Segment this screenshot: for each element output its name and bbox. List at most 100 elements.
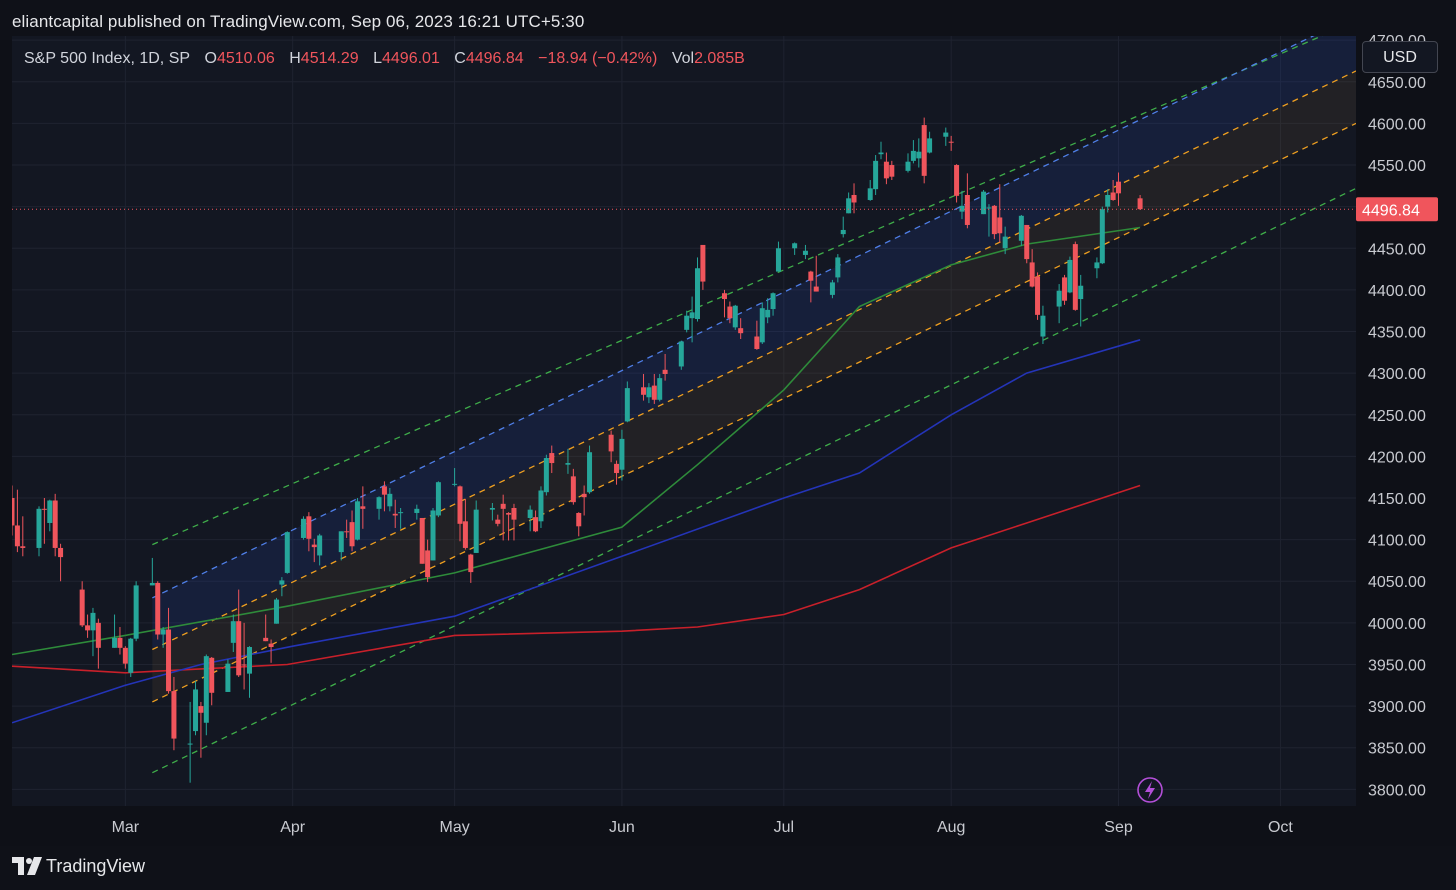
candle[interactable] <box>122 646 128 669</box>
candle[interactable] <box>1072 241 1078 311</box>
candle[interactable] <box>581 485 587 516</box>
candle[interactable] <box>273 597 279 624</box>
candle[interactable] <box>759 302 765 344</box>
candle[interactable] <box>473 500 479 553</box>
candle[interactable] <box>500 494 506 541</box>
candle[interactable] <box>317 533 323 566</box>
candle[interactable] <box>90 607 96 657</box>
candle[interactable] <box>813 255 819 292</box>
candle[interactable] <box>311 538 317 563</box>
candle[interactable] <box>851 183 857 214</box>
candle[interactable] <box>533 510 539 533</box>
candle[interactable] <box>79 581 85 628</box>
candle[interactable] <box>236 589 242 677</box>
candle[interactable] <box>614 460 620 485</box>
candle[interactable] <box>462 498 468 550</box>
candle[interactable] <box>452 468 458 487</box>
candle[interactable] <box>376 496 382 520</box>
candle[interactable] <box>160 627 166 648</box>
candle[interactable] <box>171 676 177 751</box>
candle[interactable] <box>1110 180 1116 201</box>
candle[interactable] <box>964 173 970 229</box>
candle[interactable] <box>840 216 846 238</box>
candle[interactable] <box>506 512 512 541</box>
candle[interactable] <box>954 164 960 203</box>
candle[interactable] <box>419 517 425 564</box>
candle[interactable] <box>414 504 420 520</box>
candle[interactable] <box>883 152 889 185</box>
candle[interactable] <box>1029 249 1035 288</box>
candle[interactable] <box>808 270 814 303</box>
candle[interactable] <box>948 135 954 151</box>
candle[interactable] <box>905 153 911 173</box>
candle[interactable] <box>565 448 571 474</box>
tradingview-logo-icon[interactable] <box>12 857 42 875</box>
candle[interactable] <box>203 654 209 736</box>
candle[interactable] <box>241 622 247 690</box>
candle[interactable] <box>775 241 781 272</box>
candle[interactable] <box>587 445 593 494</box>
candle[interactable] <box>802 244 808 260</box>
candle[interactable] <box>754 320 760 350</box>
candle[interactable] <box>85 614 91 638</box>
candle[interactable] <box>721 289 727 318</box>
candle[interactable] <box>867 180 873 201</box>
candle[interactable] <box>41 498 47 544</box>
candle[interactable] <box>678 340 684 370</box>
candle[interactable] <box>187 701 193 783</box>
candle[interactable] <box>435 481 441 518</box>
candle[interactable] <box>576 512 582 537</box>
candle[interactable] <box>495 514 501 527</box>
candle[interactable] <box>20 516 26 557</box>
candle[interactable] <box>349 510 355 552</box>
candle[interactable] <box>360 486 366 529</box>
candle[interactable] <box>549 445 555 474</box>
currency-button[interactable]: USD <box>1362 41 1438 73</box>
candle[interactable] <box>732 304 738 330</box>
candle[interactable] <box>268 639 274 663</box>
candle[interactable] <box>689 296 695 343</box>
candle[interactable] <box>52 493 58 557</box>
candle[interactable] <box>981 190 987 215</box>
candle[interactable] <box>47 499 53 532</box>
candle[interactable] <box>846 192 852 214</box>
candle[interactable] <box>398 507 404 529</box>
candle[interactable] <box>1099 206 1105 265</box>
candle[interactable] <box>943 127 949 146</box>
candle[interactable] <box>198 701 204 758</box>
candle[interactable] <box>624 381 630 423</box>
candle[interactable] <box>738 318 744 340</box>
candle[interactable] <box>651 373 657 404</box>
candle[interactable] <box>381 481 387 512</box>
candle[interactable] <box>1056 284 1062 324</box>
candle[interactable] <box>300 516 306 540</box>
candle[interactable] <box>425 539 431 583</box>
candle[interactable] <box>835 254 841 283</box>
candle[interactable] <box>657 373 663 402</box>
candle[interactable] <box>10 485 15 536</box>
candle[interactable] <box>155 581 161 640</box>
candle[interactable] <box>921 117 927 184</box>
candle[interactable] <box>511 503 517 541</box>
candle[interactable] <box>344 519 350 538</box>
candle[interactable] <box>727 301 733 324</box>
candle[interactable] <box>133 581 139 642</box>
candle[interactable] <box>1137 194 1143 210</box>
candle[interactable] <box>128 637 134 677</box>
candle[interactable] <box>878 141 884 160</box>
candle[interactable] <box>1035 272 1041 320</box>
candle[interactable] <box>1094 257 1100 279</box>
candle[interactable] <box>58 543 64 582</box>
candle[interactable] <box>149 557 155 586</box>
candle[interactable] <box>387 488 393 512</box>
candle[interactable] <box>225 659 231 692</box>
candle[interactable] <box>1105 189 1111 213</box>
candle[interactable] <box>527 505 533 532</box>
candle[interactable] <box>95 618 101 669</box>
candle[interactable] <box>1116 172 1122 206</box>
candle[interactable] <box>684 310 690 333</box>
candle[interactable] <box>354 498 360 541</box>
candle[interactable] <box>1078 274 1084 327</box>
candle[interactable] <box>1062 274 1068 305</box>
